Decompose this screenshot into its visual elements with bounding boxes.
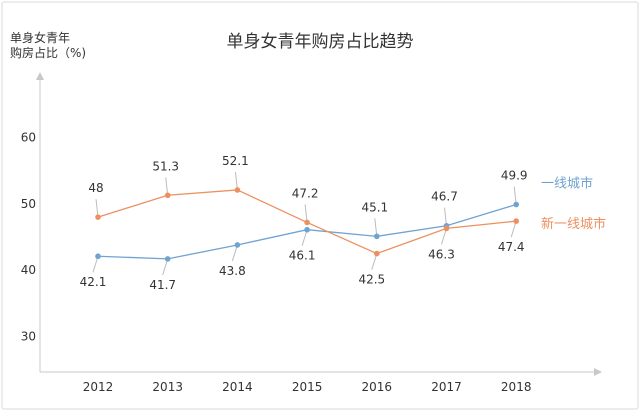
data-point (234, 187, 241, 193)
data-label: 42.5 (358, 273, 385, 287)
data-label: 42.1 (80, 275, 107, 289)
data-point (374, 233, 380, 240)
x-tick-label: 2017 (431, 380, 462, 394)
y-tick-label: 40 (21, 263, 36, 277)
data-point (304, 219, 310, 226)
data-label: 43.8 (219, 264, 246, 278)
series-group: 48 51.3 52.1 47.2 42.5 46.3 47.4 新一线城市 (88, 154, 606, 287)
data-label: 48 (88, 181, 103, 195)
data-point (513, 201, 519, 208)
data-label: 45.1 (361, 200, 388, 214)
y-tick-label: 30 (21, 329, 36, 343)
x-tick-label: 2018 (501, 380, 532, 394)
y-axis-label-line-1: 单身女青年 (10, 30, 70, 45)
chart-title: 单身女青年购房占比趋势 (227, 32, 414, 52)
data-label-leader (374, 218, 378, 237)
x-tick-label: 2016 (362, 380, 393, 394)
data-label: 49.9 (501, 169, 528, 183)
data-point (164, 192, 171, 199)
series-layer: 42.1 41.7 43.8 46.1 45.1 46.7 49.9 一线城市 48 51.3 52… (80, 154, 606, 292)
y-tick-label: 60 (21, 131, 36, 145)
x-tick-label: 2015 (292, 380, 323, 394)
data-point (95, 214, 101, 220)
data-label-leader (95, 199, 99, 218)
x-axis-ticks: 2012 2013 2014 2015 2016 2017 2018 (83, 380, 532, 394)
data-label: 46.3 (428, 247, 455, 261)
y-axis-ticks: 30 40 50 60 (21, 131, 36, 344)
data-label: 46.7 (431, 190, 458, 204)
data-label: 47.2 (292, 186, 319, 200)
series-name-label: 一线城市 (541, 176, 593, 192)
y-tick-label: 50 (21, 197, 36, 211)
data-point (513, 218, 519, 224)
x-tick-label: 2013 (152, 380, 183, 394)
data-point (164, 256, 171, 262)
data-point (374, 250, 380, 257)
y-axis-label-line-2: 购房占比（%) (10, 45, 86, 60)
series-name-label: 新一线城市 (541, 216, 606, 232)
data-label-leader (513, 186, 517, 205)
data-label: 52.1 (222, 154, 249, 168)
data-label-leader (165, 177, 169, 196)
data-point (95, 253, 101, 260)
data-label-leader (234, 171, 238, 191)
data-label: 47.4 (498, 240, 525, 254)
data-label-leader (304, 204, 308, 223)
data-point (304, 226, 310, 233)
y-axis-arrow (36, 72, 44, 80)
data-label: 41.7 (149, 278, 176, 292)
data-label: 46.1 (289, 249, 316, 263)
x-axis-arrow (594, 368, 602, 376)
data-point (443, 225, 450, 232)
data-point (234, 242, 241, 248)
x-tick-label: 2014 (222, 380, 253, 394)
data-label: 51.3 (152, 159, 179, 173)
data-label-leader (444, 207, 447, 226)
x-tick-label: 2012 (83, 380, 114, 394)
